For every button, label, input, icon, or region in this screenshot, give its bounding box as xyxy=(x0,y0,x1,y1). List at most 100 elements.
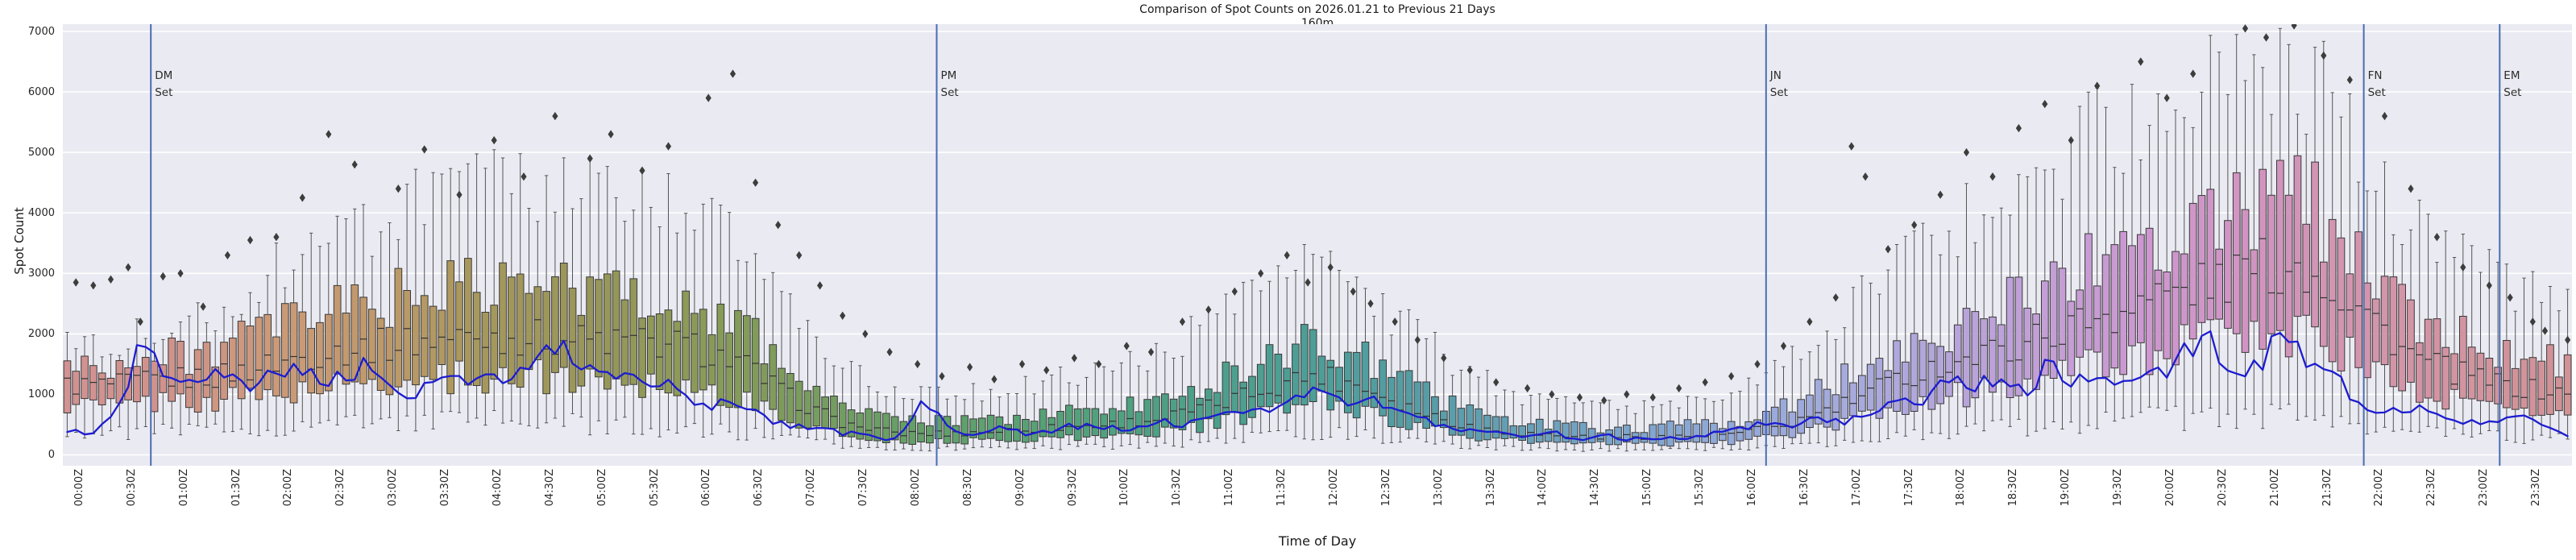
outlier-diamond xyxy=(326,130,332,139)
box-group xyxy=(1056,367,1064,450)
outlier-diamond xyxy=(2163,93,2170,102)
box-group xyxy=(2101,106,2110,413)
y-tick-label: 4000 xyxy=(27,206,55,219)
outlier-diamond xyxy=(2486,281,2492,290)
box-group xyxy=(220,306,228,433)
box-group xyxy=(63,332,72,438)
box-group xyxy=(124,348,133,440)
box-group xyxy=(1518,404,1527,451)
x-tick-label: 06:00Z xyxy=(700,469,713,507)
box-group xyxy=(1579,402,1587,452)
outlier-diamond xyxy=(639,166,645,175)
box-group xyxy=(1858,275,1866,442)
box-group xyxy=(2416,199,2424,433)
box-group xyxy=(2276,27,2284,409)
box-group xyxy=(1422,338,1431,442)
box-group xyxy=(786,293,794,436)
outlier-diamond xyxy=(125,263,131,272)
box-group xyxy=(760,279,769,438)
box-group xyxy=(2424,214,2433,427)
box-group xyxy=(394,239,403,431)
box-group xyxy=(865,386,873,448)
box-group xyxy=(1657,404,1666,450)
box-group xyxy=(969,383,977,449)
outlier-diamond xyxy=(247,235,254,245)
box-group xyxy=(1831,338,1840,446)
box-group xyxy=(778,291,786,436)
outlier-diamond xyxy=(991,375,998,384)
box-group xyxy=(2476,272,2485,434)
box-group xyxy=(168,333,176,429)
box-group xyxy=(743,261,751,441)
box-group xyxy=(2145,125,2154,408)
box-group xyxy=(1962,183,1971,427)
box-group xyxy=(1753,384,1761,449)
outlier-diamond xyxy=(2529,317,2536,326)
outlier-diamond xyxy=(796,251,803,259)
box-group xyxy=(1823,330,1831,447)
outlier-diamond xyxy=(2291,24,2297,30)
box-group xyxy=(1152,342,1160,447)
outlier-diamond xyxy=(1728,371,1735,381)
box-group xyxy=(1640,400,1649,450)
box-group xyxy=(438,173,446,413)
box-group xyxy=(2328,92,2337,428)
box-group xyxy=(1840,327,1849,441)
x-tick-label: 04:30Z xyxy=(543,469,556,507)
box-group xyxy=(1893,244,1901,433)
x-axis-label: Time of Day xyxy=(1278,533,1357,549)
box-group xyxy=(2511,310,2520,443)
box-group xyxy=(1710,400,1718,448)
outlier-diamond xyxy=(1414,335,1421,345)
box-group xyxy=(1666,400,1674,450)
box-group xyxy=(2302,134,2311,417)
outlier-diamond xyxy=(1937,190,1943,199)
x-tick-label: 15:00Z xyxy=(1641,469,1654,507)
box-group xyxy=(272,243,280,437)
outlier-diamond xyxy=(1123,342,1130,351)
outlier-diamond xyxy=(1493,378,1500,387)
x-tick-label: 10:00Z xyxy=(1118,469,1131,507)
box-group xyxy=(1370,315,1379,439)
x-tick-label: 00:30Z xyxy=(125,469,138,507)
box-group xyxy=(333,215,342,425)
box-group xyxy=(1091,362,1100,445)
box-group xyxy=(1230,313,1239,439)
box-group xyxy=(1535,393,1544,449)
box-group xyxy=(2206,35,2215,409)
box-group xyxy=(1292,270,1300,438)
box-group xyxy=(115,355,124,428)
box-group xyxy=(1143,370,1152,443)
box-group xyxy=(1927,234,1936,433)
box-group xyxy=(472,153,481,419)
box-group xyxy=(1770,359,1779,447)
chart-canvas xyxy=(63,24,2572,466)
x-tick-label: 01:30Z xyxy=(230,469,243,507)
box-group xyxy=(1109,371,1117,450)
x-tick-label: 13:00Z xyxy=(1432,469,1445,507)
box-group xyxy=(908,399,917,451)
box-group xyxy=(1701,398,1710,451)
box-group xyxy=(1022,375,1030,449)
box-group xyxy=(141,338,150,427)
outlier-diamond xyxy=(753,178,759,187)
outlier-diamond xyxy=(1807,317,1813,326)
x-tick-label: 17:00Z xyxy=(1850,469,1863,507)
outlier-diamond xyxy=(2507,293,2513,302)
box-group xyxy=(2537,301,2546,436)
box-group xyxy=(2076,106,2084,434)
box-group xyxy=(2485,249,2494,431)
box-group xyxy=(2503,263,2511,441)
box-group xyxy=(2084,91,2093,426)
outlier-diamond xyxy=(939,371,945,381)
box-group xyxy=(2320,40,2328,417)
x-tick-label: 23:00Z xyxy=(2478,469,2491,507)
outlier-diamond xyxy=(1096,359,1102,369)
box-group xyxy=(499,157,507,424)
box-group xyxy=(1352,276,1361,438)
x-tick-label: 14:00Z xyxy=(1537,469,1549,507)
box-group xyxy=(2241,80,2250,410)
outlier-diamond xyxy=(200,302,206,311)
x-tick-label: 18:00Z xyxy=(1955,469,1968,507)
